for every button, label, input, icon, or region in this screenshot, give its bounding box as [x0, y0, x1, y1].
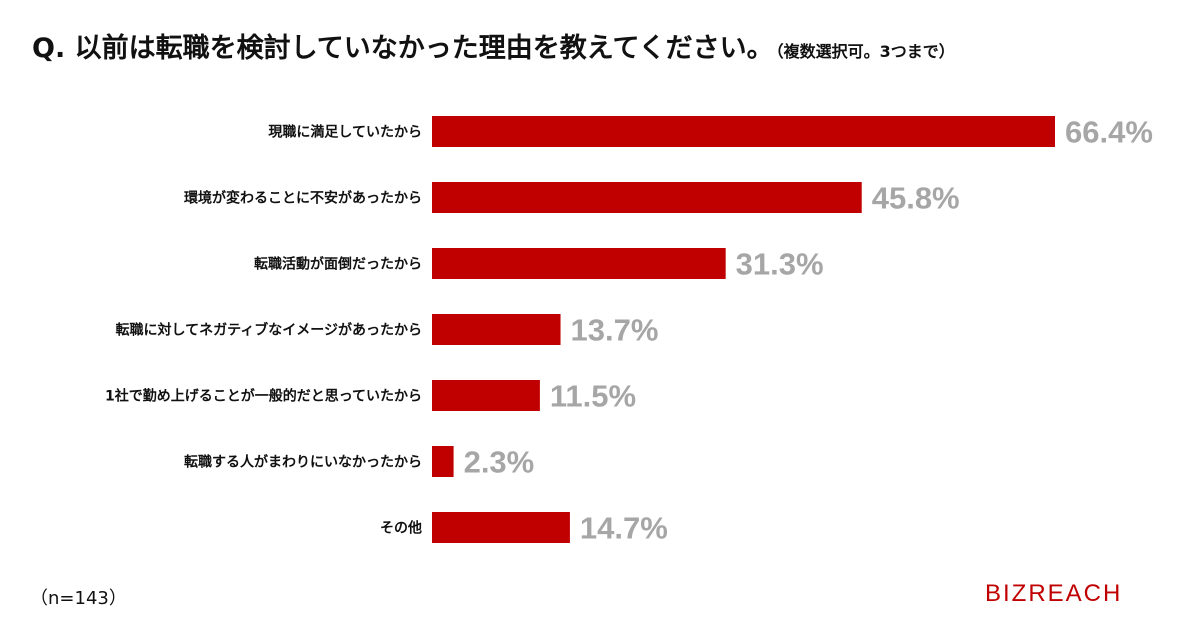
- bar: [432, 380, 540, 411]
- bar: [432, 248, 726, 279]
- category-label: 1社で勤め上げることが一般的だと思っていたから: [105, 388, 422, 405]
- value-label: 14.7%: [580, 511, 668, 546]
- bar: [432, 512, 570, 543]
- category-label: その他: [380, 520, 422, 537]
- category-label: 環境が変わることに不安があったから: [184, 190, 422, 207]
- category-label: 転職する人がまわりにいなかったから: [184, 454, 422, 471]
- bar: [432, 116, 1055, 147]
- category-label: 転職に対してネガティブなイメージがあったから: [116, 322, 422, 339]
- value-label: 31.3%: [736, 247, 824, 282]
- value-label: 13.7%: [571, 313, 659, 348]
- title-subtitle: （複数選択可。3つまで）: [775, 42, 955, 61]
- value-label: 2.3%: [464, 445, 535, 480]
- bar: [432, 446, 454, 477]
- value-label: 66.4%: [1065, 115, 1153, 150]
- chart-title: Q. 以前は転職を検討していなかった理由を教えてください。 （複数選択可。3つまで…: [32, 26, 955, 65]
- brand-logo: BIZREACH: [985, 580, 1123, 607]
- sample-size-label: （n=143）: [30, 588, 127, 609]
- bar: [432, 314, 561, 345]
- value-label: 11.5%: [550, 379, 636, 414]
- title-main: Q. 以前は転職を検討していなかった理由を教えてください。: [32, 33, 774, 64]
- category-label: 現職に満足していたから: [268, 124, 422, 141]
- value-label: 45.8%: [872, 181, 960, 216]
- bar: [432, 182, 862, 213]
- category-label: 転職活動が面倒だったから: [254, 256, 422, 273]
